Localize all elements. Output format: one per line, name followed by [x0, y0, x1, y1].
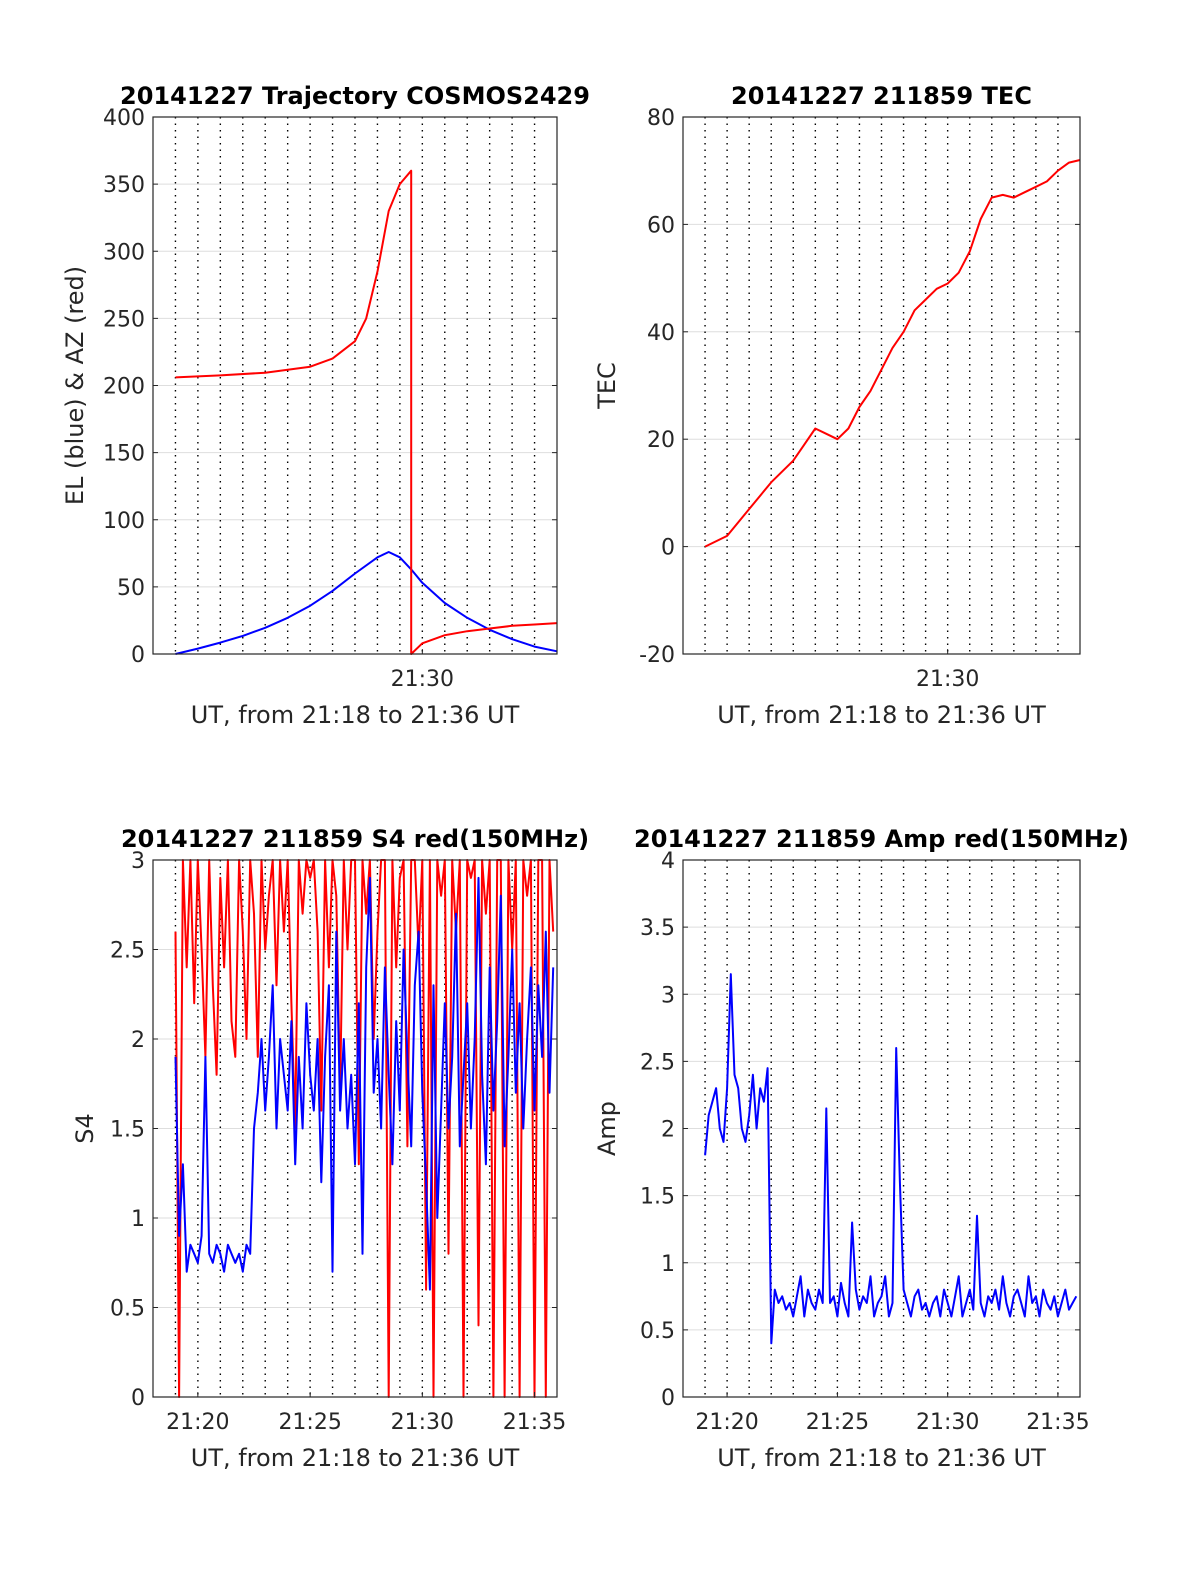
ytick-label: -20 [639, 643, 675, 668]
xtick-label: 21:30 [391, 1410, 454, 1435]
ytick-label: 200 [103, 375, 145, 400]
y-axis-label: EL (blue) & AZ (red) [61, 266, 89, 505]
ytick-label: 3.5 [640, 916, 675, 941]
xtick-label: 21:30 [916, 667, 979, 692]
xtick-label: 21:30 [391, 667, 454, 692]
ytick-label: 350 [103, 173, 145, 198]
ytick-label: 1.5 [640, 1185, 675, 1210]
ytick-label: 40 [647, 321, 675, 346]
series-line-1 [704, 159, 1081, 548]
ytick-label: 1 [131, 1207, 145, 1232]
x-axis-label: UT, from 21:18 to 21:36 UT [717, 701, 1046, 729]
xtick-label: 21:25 [806, 1410, 869, 1435]
ytick-label: 0.5 [640, 1319, 675, 1344]
ytick-label: 3 [661, 983, 675, 1008]
y-axis-label: Amp [593, 1101, 621, 1156]
ytick-label: 1.5 [110, 1118, 145, 1143]
chart-trajectory: 0 50 100 150 200 250 300 350 400 21:30 20141227 Tr… [61, 82, 590, 729]
axes-box [682, 116, 1081, 655]
ytick-label: 2.5 [110, 939, 145, 964]
series-line-1 [704, 973, 1078, 1345]
chart-title: 20141227 211859 Amp red(150MHz) [634, 825, 1129, 853]
x-axis-label: UT, from 21:18 to 21:36 UT [717, 1444, 1046, 1472]
ytick-label: 2 [131, 1028, 145, 1053]
ytick-label: 0.5 [110, 1297, 145, 1322]
y-axis-label: TEC [593, 362, 621, 410]
ytick-label: 50 [117, 576, 145, 601]
chart-s4: 0 0.5 1 1.5 2 2.5 3 21:20 21:25 21:30 21:35 2014122… [71, 825, 589, 1472]
xtick-label: 21:20 [166, 1410, 229, 1435]
ytick-label: 300 [103, 240, 145, 265]
ytick-label: 150 [103, 442, 145, 467]
chart-tec: -20 0 20 40 60 80 21:30 20141227 211859 TEC UT, … [593, 82, 1081, 729]
chart-title: 20141227 211859 S4 red(150MHz) [121, 825, 589, 853]
x-axis-label: UT, from 21:18 to 21:36 UT [191, 701, 520, 729]
ytick-label: 100 [103, 509, 145, 534]
chart-title: 20141227 Trajectory COSMOS2429 [120, 82, 590, 110]
ytick-label: 2.5 [640, 1050, 675, 1075]
chart-title: 20141227 211859 TEC [731, 82, 1032, 110]
series-line-2 [174, 876, 555, 1291]
y-axis-label: S4 [71, 1113, 99, 1144]
ytick-label: 0 [661, 1386, 675, 1411]
ytick-label: 4 [661, 849, 675, 874]
xtick-label: 21:25 [278, 1410, 341, 1435]
chart-amp: 0 0.5 1 1.5 2 2.5 3 3.5 4 21:20 21:25 21:30 21:35 201… [593, 825, 1129, 1472]
ytick-label: 1 [661, 1252, 675, 1277]
ytick-label: 250 [103, 307, 145, 332]
ytick-label: 80 [647, 106, 675, 131]
x-axis-label: UT, from 21:18 to 21:36 UT [191, 1444, 520, 1472]
ytick-label: 60 [647, 213, 675, 238]
series-line-2 [175, 169, 558, 655]
ytick-label: 3 [131, 849, 145, 874]
xtick-label: 21:20 [695, 1410, 758, 1435]
ytick-label: 0 [661, 536, 675, 561]
xtick-label: 21:35 [503, 1410, 566, 1435]
xtick-label: 21:35 [1026, 1410, 1089, 1435]
xtick-label: 21:30 [916, 1410, 979, 1435]
ytick-label: 20 [647, 428, 675, 453]
ytick-label: 0 [131, 643, 145, 668]
ytick-label: 0 [131, 1386, 145, 1411]
series-line-1 [174, 859, 555, 1398]
series-line-1 [175, 551, 558, 655]
ytick-label: 400 [103, 106, 145, 131]
ytick-label: 2 [661, 1118, 675, 1143]
